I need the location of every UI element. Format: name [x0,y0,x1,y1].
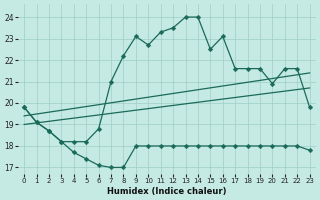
X-axis label: Humidex (Indice chaleur): Humidex (Indice chaleur) [107,187,227,196]
